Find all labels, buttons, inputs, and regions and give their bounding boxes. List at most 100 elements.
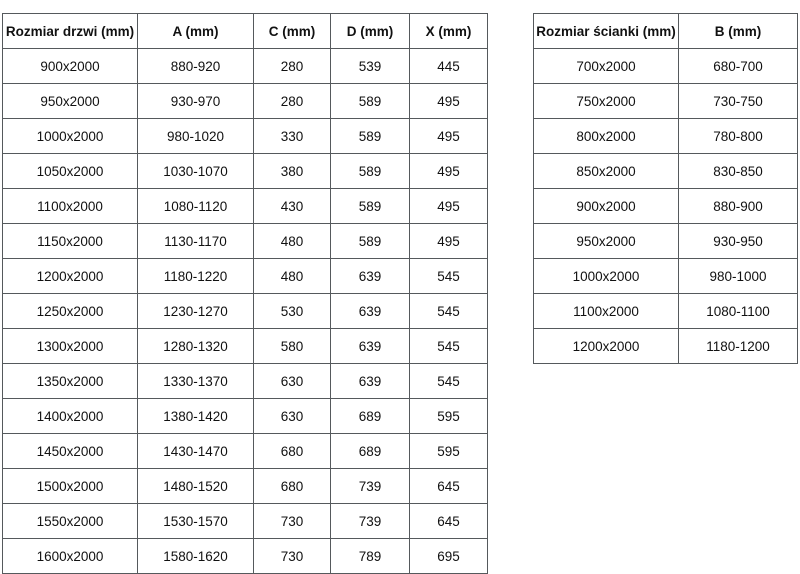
table-header-row: Rozmiar ścianki (mm) B (mm): [533, 13, 798, 49]
cell-d: 689: [330, 398, 410, 434]
column-header-c: C (mm): [253, 13, 331, 49]
table-row: 1400x2000 1380-1420 630 689 595: [2, 398, 488, 434]
cell-door-size: 1050x2000: [2, 153, 138, 189]
cell-d: 789: [330, 538, 410, 574]
table-row: 1200x2000 1180-1220 480 639 545: [2, 258, 488, 294]
cell-a: 1530-1570: [137, 503, 254, 539]
column-header-a: A (mm): [137, 13, 254, 49]
cell-door-size: 1300x2000: [2, 328, 138, 364]
table-row: 900x2000 880-920 280 539 445: [2, 48, 488, 84]
cell-x: 645: [409, 468, 488, 504]
cell-wall-size: 800x2000: [533, 118, 679, 154]
cell-x: 545: [409, 258, 488, 294]
cell-x: 495: [409, 223, 488, 259]
cell-d: 589: [330, 153, 410, 189]
cell-door-size: 1600x2000: [2, 538, 138, 574]
cell-d: 739: [330, 503, 410, 539]
cell-d: 589: [330, 118, 410, 154]
table-row: 1150x2000 1130-1170 480 589 495: [2, 223, 488, 259]
table-row: 1100x2000 1080-1120 430 589 495: [2, 188, 488, 224]
cell-c: 280: [253, 48, 331, 84]
table-row: 900x2000 880-900: [533, 188, 798, 224]
table-row: 1300x2000 1280-1320 580 639 545: [2, 328, 488, 364]
cell-x: 595: [409, 433, 488, 469]
cell-x: 545: [409, 328, 488, 364]
cell-b: 930-950: [678, 223, 798, 259]
table-header-row: Rozmiar drzwi (mm) A (mm) C (mm) D (mm) …: [2, 13, 488, 49]
cell-b: 1080-1100: [678, 293, 798, 329]
cell-d: 639: [330, 258, 410, 294]
cell-b: 730-750: [678, 83, 798, 119]
table-row: 1000x2000 980-1020 330 589 495: [2, 118, 488, 154]
cell-a: 1130-1170: [137, 223, 254, 259]
cell-c: 430: [253, 188, 331, 224]
cell-d: 589: [330, 223, 410, 259]
table-row: 850x2000 830-850: [533, 153, 798, 189]
cell-door-size: 950x2000: [2, 83, 138, 119]
cell-a: 1280-1320: [137, 328, 254, 364]
cell-a: 1080-1120: [137, 188, 254, 224]
cell-wall-size: 950x2000: [533, 223, 679, 259]
cell-d: 589: [330, 83, 410, 119]
cell-c: 380: [253, 153, 331, 189]
cell-d: 639: [330, 363, 410, 399]
cell-c: 530: [253, 293, 331, 329]
cell-door-size: 1250x2000: [2, 293, 138, 329]
cell-x: 595: [409, 398, 488, 434]
cell-door-size: 1550x2000: [2, 503, 138, 539]
cell-x: 645: [409, 503, 488, 539]
cell-d: 539: [330, 48, 410, 84]
cell-d: 589: [330, 188, 410, 224]
cell-door-size: 1500x2000: [2, 468, 138, 504]
column-header-d: D (mm): [330, 13, 410, 49]
cell-door-size: 1200x2000: [2, 258, 138, 294]
cell-d: 689: [330, 433, 410, 469]
table-row: 800x2000 780-800: [533, 118, 798, 154]
column-header-b: B (mm): [678, 13, 798, 49]
cell-x: 495: [409, 153, 488, 189]
cell-b: 980-1000: [678, 258, 798, 294]
cell-x: 495: [409, 188, 488, 224]
table-row: 950x2000 930-970 280 589 495: [2, 83, 488, 119]
wall-panel-size-table: Rozmiar ścianki (mm) B (mm) 700x2000 680-…: [533, 13, 798, 364]
cell-wall-size: 1000x2000: [533, 258, 679, 294]
table-row: 700x2000 680-700: [533, 48, 798, 84]
door-table-header: Rozmiar drzwi (mm) A (mm) C (mm) D (mm) …: [2, 13, 488, 49]
table-row: 1500x2000 1480-1520 680 739 645: [2, 468, 488, 504]
cell-x: 545: [409, 363, 488, 399]
cell-c: 730: [253, 538, 331, 574]
cell-x: 695: [409, 538, 488, 574]
cell-a: 1180-1220: [137, 258, 254, 294]
cell-c: 630: [253, 363, 331, 399]
table-row: 1250x2000 1230-1270 530 639 545: [2, 293, 488, 329]
door-size-table: Rozmiar drzwi (mm) A (mm) C (mm) D (mm) …: [2, 13, 488, 574]
table-row: 1450x2000 1430-1470 680 689 595: [2, 433, 488, 469]
cell-c: 280: [253, 83, 331, 119]
cell-x: 445: [409, 48, 488, 84]
cell-door-size: 1350x2000: [2, 363, 138, 399]
table-row: 750x2000 730-750: [533, 83, 798, 119]
cell-door-size: 1150x2000: [2, 223, 138, 259]
cell-c: 480: [253, 258, 331, 294]
column-header-wall-size: Rozmiar ścianki (mm): [533, 13, 679, 49]
cell-c: 680: [253, 433, 331, 469]
cell-b: 680-700: [678, 48, 798, 84]
cell-a: 880-920: [137, 48, 254, 84]
cell-a: 930-970: [137, 83, 254, 119]
wall-table-body: 700x2000 680-700 750x2000 730-750 800x2000 78…: [533, 48, 798, 364]
cell-d: 639: [330, 328, 410, 364]
cell-door-size: 900x2000: [2, 48, 138, 84]
cell-a: 1230-1270: [137, 293, 254, 329]
table-row: 1200x2000 1180-1200: [533, 328, 798, 364]
cell-a: 1480-1520: [137, 468, 254, 504]
cell-wall-size: 750x2000: [533, 83, 679, 119]
cell-wall-size: 700x2000: [533, 48, 679, 84]
cell-d: 639: [330, 293, 410, 329]
cell-a: 1430-1470: [137, 433, 254, 469]
table-row: 1350x2000 1330-1370 630 639 545: [2, 363, 488, 399]
cell-c: 330: [253, 118, 331, 154]
cell-door-size: 1400x2000: [2, 398, 138, 434]
column-header-x: X (mm): [409, 13, 488, 49]
table-row: 1050x2000 1030-1070 380 589 495: [2, 153, 488, 189]
cell-a: 980-1020: [137, 118, 254, 154]
